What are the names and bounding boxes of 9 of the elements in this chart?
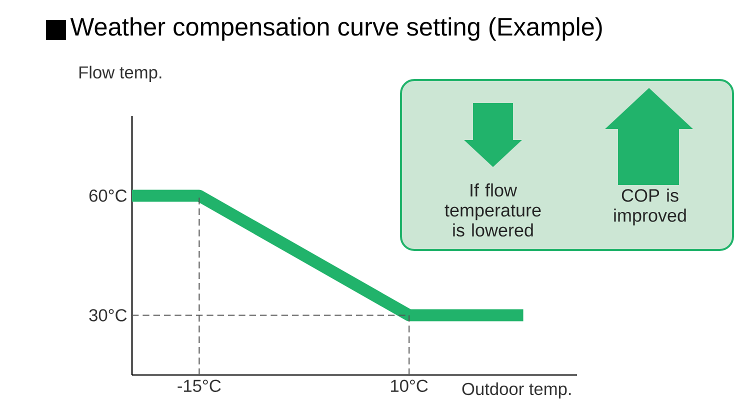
x-tick-label: 10°C <box>391 380 428 392</box>
y-tick-label: 30°C <box>89 309 127 322</box>
annotation: If flow temperature is lowered <box>444 183 541 237</box>
text: COP is improved <box>614 188 686 226</box>
y-tick-label: 60°C <box>89 190 127 202</box>
x-tick-label: -15°C <box>178 380 221 392</box>
y-axis-title: Flow temp. <box>79 66 162 82</box>
x-axis-title: Outdoor temp. <box>462 382 571 399</box>
chart-title: Weather compensation curve setting (Example) <box>70 17 602 41</box>
